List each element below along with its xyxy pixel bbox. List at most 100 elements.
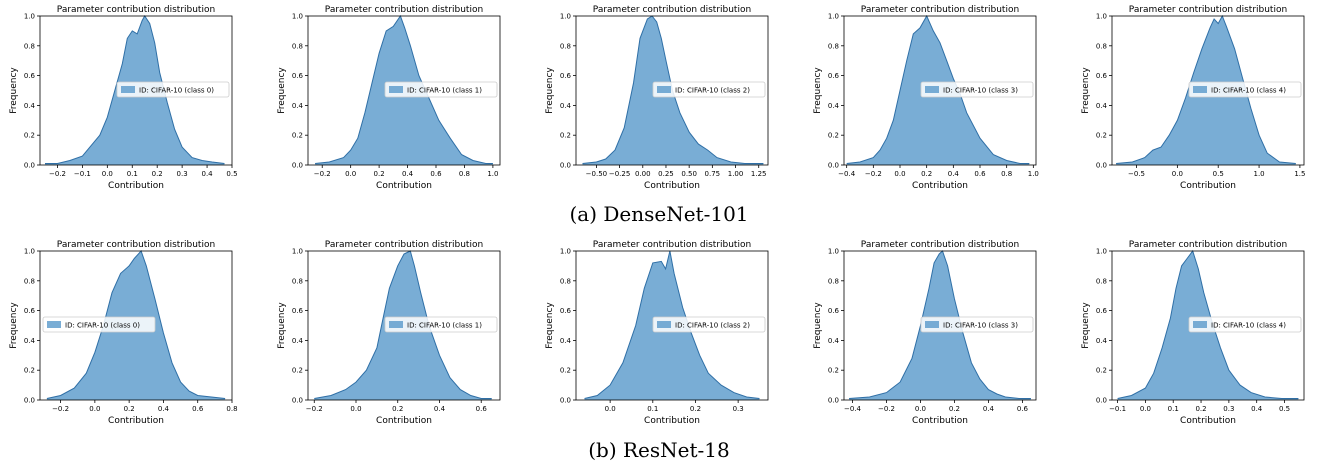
x-axis-label: Contribution (644, 416, 700, 426)
y-tick-label: 1.0 (560, 248, 571, 256)
y-tick-label: 0.2 (560, 132, 571, 140)
legend-swatch (389, 86, 403, 93)
x-tick-label: 0.00 (635, 170, 651, 178)
x-tick-label: −0.1 (74, 170, 91, 178)
x-tick-label: 1.5 (1294, 170, 1305, 178)
x-tick-label: 0.4 (402, 170, 414, 178)
y-tick-label: 0.0 (560, 397, 571, 405)
y-tick-label: 0.2 (292, 367, 303, 375)
axes-frame (575, 250, 769, 401)
y-tick-label: 0.4 (828, 337, 840, 345)
x-tick-label: 0.6 (476, 405, 488, 413)
x-tick-label: 0.8 (226, 405, 237, 413)
x-tick-label: 0.0 (350, 405, 361, 413)
legend-swatch (657, 321, 671, 328)
y-tick-label: 0.4 (560, 337, 572, 345)
x-tick-label: 0.5 (1279, 405, 1290, 413)
density-line (45, 15, 225, 164)
y-tick-label: 0.4 (828, 102, 840, 110)
x-tick-label: −0.4 (838, 170, 856, 178)
panel-6: 0.00.20.40.60.81.0−0.2 0.0 0.2 0.4 0.6Parame… (277, 240, 501, 426)
x-tick-label: 0.2 (690, 405, 701, 413)
y-axis-label: Frequency (813, 67, 823, 114)
x-axis-label: Contribution (1180, 416, 1236, 426)
legend-box (1188, 316, 1302, 333)
density-area (582, 16, 764, 165)
y-tick-label: 0.2 (828, 367, 839, 375)
x-tick-label: −0.2 (49, 170, 66, 178)
legend-swatch (389, 321, 403, 328)
caption-densenet: (a) DenseNet-101 (569, 202, 748, 226)
x-tick-label: 0.0 (915, 405, 926, 413)
y-tick-label: 0.4 (1096, 102, 1108, 110)
x-tick-label: −0.2 (52, 405, 69, 413)
x-tick-label: 0.0 (1140, 405, 1151, 413)
axes-frame (39, 250, 233, 401)
x-tick-label: −0.50 (586, 170, 607, 178)
x-tick-label: −0.4 (844, 405, 862, 413)
y-tick-label: 0.4 (292, 337, 304, 345)
axes-frame (843, 250, 1037, 401)
density-line (846, 14, 1030, 164)
chart-title: Parameter contribution distribution (325, 240, 483, 250)
axes-frame (575, 15, 769, 166)
y-tick-label: 0.0 (24, 397, 35, 405)
x-axis-label: Contribution (376, 416, 432, 426)
y-tick-label: 1.0 (1096, 13, 1107, 21)
y-tick-label: 0.0 (292, 397, 303, 405)
x-tick-label: 0.2 (392, 405, 403, 413)
legend-label: ID: CIFAR-10 (class 0) (139, 87, 214, 95)
density-line (1117, 249, 1299, 399)
x-tick-label: 0.5 (1213, 170, 1224, 178)
y-tick-label: 0.8 (292, 277, 303, 285)
chart-title: Parameter contribution distribution (1129, 240, 1287, 250)
y-axis-label: Frequency (1081, 67, 1091, 114)
x-tick-label: 0.2 (1195, 405, 1206, 413)
x-tick-label: 0.0 (102, 170, 113, 178)
x-tick-label: 1.00 (728, 170, 744, 178)
x-tick-label: 0.25 (658, 170, 674, 178)
density-line (582, 15, 764, 164)
y-tick-label: 0.6 (828, 72, 840, 80)
legend-label: ID: CIFAR-10 (class 3) (943, 322, 1018, 330)
y-tick-label: 0.6 (292, 72, 304, 80)
legend-swatch (1193, 86, 1207, 93)
legend-label: ID: CIFAR-10 (class 0) (65, 322, 140, 330)
y-tick-label: 0.6 (560, 307, 572, 315)
caption-resnet: (b) ResNet-18 (588, 438, 730, 462)
y-axis-label: Frequency (1081, 302, 1091, 349)
x-axis-label: Contribution (1180, 181, 1236, 191)
y-tick-label: 0.6 (24, 72, 36, 80)
chart-title: Parameter contribution distribution (593, 5, 751, 15)
density-line (1116, 14, 1296, 164)
y-axis-label: Frequency (9, 302, 19, 349)
y-tick-label: 0.8 (828, 42, 839, 50)
y-tick-label: 0.2 (24, 132, 35, 140)
x-tick-label: 0.2 (124, 405, 135, 413)
legend-swatch (925, 86, 939, 93)
legend-label: ID: CIFAR-10 (class 1) (407, 87, 482, 95)
x-tick-label: 0.75 (705, 170, 721, 178)
y-tick-label: 1.0 (292, 13, 303, 21)
density-line (849, 250, 1031, 399)
x-tick-label: −0.25 (609, 170, 630, 178)
x-tick-label: 0.3 (177, 170, 188, 178)
y-tick-label: 0.8 (1096, 42, 1107, 50)
y-tick-label: 0.8 (828, 277, 839, 285)
y-tick-label: 0.8 (560, 42, 571, 50)
x-axis-label: Contribution (644, 181, 700, 191)
x-tick-label: 0.6 (974, 170, 986, 178)
y-tick-label: 0.0 (828, 162, 839, 170)
axes-frame (307, 250, 501, 401)
legend-box (920, 81, 1034, 98)
y-tick-label: 0.0 (292, 162, 303, 170)
y-tick-label: 0.0 (828, 397, 839, 405)
legend-swatch (47, 321, 61, 328)
x-tick-label: 0.0 (1172, 170, 1183, 178)
y-axis-label: Frequency (277, 67, 287, 114)
density-line (314, 250, 492, 399)
x-tick-label: 0.3 (733, 405, 744, 413)
y-axis-label: Frequency (545, 67, 555, 114)
x-tick-label: 0.2 (374, 170, 385, 178)
